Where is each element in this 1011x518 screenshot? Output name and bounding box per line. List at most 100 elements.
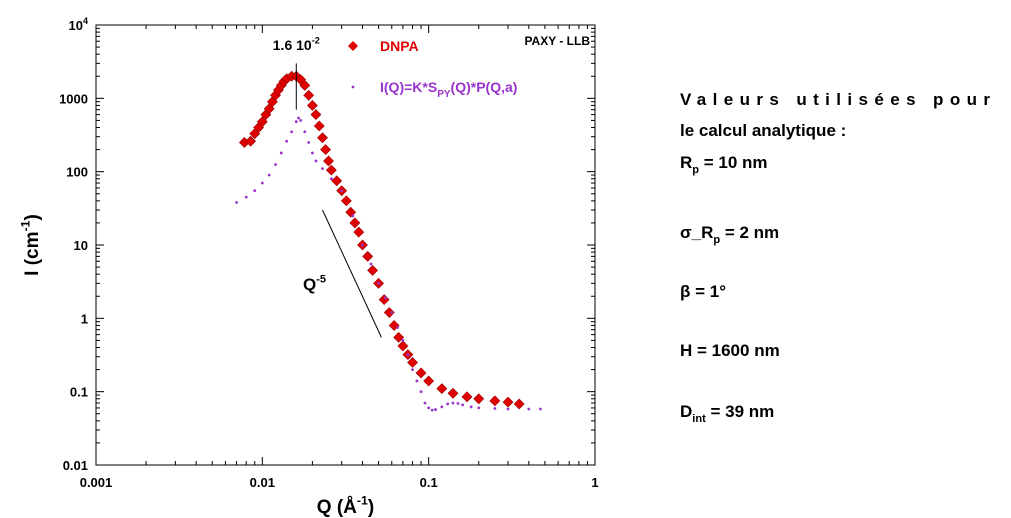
peak-annotation-base: 1.6 10 — [273, 37, 312, 53]
data-point — [340, 189, 344, 193]
x-tick-label: 0.001 — [80, 475, 113, 490]
y-axis-label: I (cm-1) — [18, 214, 43, 276]
legend-name: I(Q)=K*S — [380, 79, 437, 95]
data-point — [415, 367, 427, 379]
legend-end: (Q)*P(Q,a) — [451, 79, 518, 95]
data-point — [294, 120, 298, 124]
slope-annotation: Q-5 — [303, 273, 326, 294]
data-point — [267, 173, 271, 177]
data-point — [539, 407, 542, 411]
data-point — [461, 403, 465, 407]
x-axis-label-sup: -1 — [357, 493, 368, 507]
data-point — [461, 391, 473, 403]
y-tick-exponent: 4 — [83, 16, 88, 26]
data-point — [396, 326, 399, 329]
plot-frame — [95, 24, 596, 466]
data-point — [506, 407, 510, 411]
data-point — [369, 262, 373, 266]
data-point — [489, 395, 501, 407]
data-point — [245, 135, 257, 147]
data-point — [256, 116, 268, 128]
data-point — [446, 402, 450, 406]
data-point — [321, 167, 324, 171]
data-point — [401, 339, 405, 342]
data-point — [353, 226, 365, 238]
y-tick-label: 0.1 — [70, 385, 88, 400]
data-point — [279, 151, 283, 155]
parameter-end: = 10 nm — [699, 153, 768, 172]
parameter: σ_Rp = 2 nm — [680, 223, 779, 246]
x-axis-label-end: ) — [368, 497, 374, 518]
y-tick-label: 1 — [81, 311, 88, 326]
data-point — [323, 155, 334, 167]
data-point — [331, 175, 343, 187]
data-point — [451, 401, 455, 405]
data-point — [306, 100, 318, 111]
data-point — [469, 405, 473, 409]
parameter: Rp = 10 nm — [680, 153, 768, 176]
y-tick-label: 0.01 — [63, 458, 88, 473]
data-point — [415, 379, 419, 383]
data-point — [320, 144, 331, 156]
data-point — [290, 130, 294, 134]
data-point — [473, 393, 485, 405]
parameter: H = 1600 nm — [680, 341, 780, 360]
data-point — [388, 320, 400, 331]
y-tick-label: 100 — [66, 165, 88, 180]
data-point — [378, 294, 390, 306]
data-point — [325, 164, 337, 176]
data-point — [274, 163, 277, 166]
side-heading: le calcul analytique : — [680, 121, 846, 140]
y-tick-base: 10 — [69, 18, 83, 33]
data-point — [427, 406, 431, 410]
data-point — [260, 181, 264, 185]
y-tick-label: 10 — [74, 238, 88, 253]
peak-annotation-sup: -2 — [312, 36, 320, 46]
parameter: β = 1° — [680, 282, 726, 301]
parameter-base: R — [680, 153, 692, 172]
data-point — [362, 250, 374, 262]
legend-marker — [351, 85, 355, 89]
x-axis-label: Q (Å-1) — [317, 493, 374, 518]
data-point — [419, 390, 423, 394]
data-point — [361, 243, 364, 247]
data-point — [349, 217, 361, 229]
parameter-base: β = 1° — [680, 282, 726, 301]
parameter-end: = 39 nm — [706, 402, 775, 421]
legend-label: DNPA — [380, 38, 419, 54]
data-point — [527, 407, 531, 411]
data-point — [407, 357, 418, 368]
data-point — [434, 408, 437, 411]
data-point — [513, 398, 525, 410]
data-point — [377, 281, 380, 285]
parameter: Dint = 39 nm — [680, 402, 774, 425]
data-point — [340, 195, 352, 207]
data-point — [310, 109, 322, 121]
parameter-base: σ_R — [680, 223, 713, 242]
side-heading: Valeurs utilisées pour — [680, 90, 990, 109]
data-point — [303, 89, 315, 101]
parameter-base: D — [680, 402, 692, 421]
data-point — [253, 189, 257, 193]
data-point — [244, 195, 248, 199]
data-point — [456, 402, 460, 405]
data-point — [297, 116, 300, 120]
data-point — [477, 406, 481, 410]
parameter-sub: p — [692, 164, 699, 176]
data-point — [367, 265, 378, 276]
parameter-sub: int — [692, 413, 706, 425]
data-point — [440, 405, 444, 409]
data-point — [406, 353, 410, 357]
data-point — [235, 201, 238, 204]
data-point — [329, 177, 333, 181]
data-point — [397, 340, 409, 352]
data-point — [299, 119, 303, 122]
parameter-end: = 2 nm — [720, 223, 779, 242]
x-tick-label: 0.1 — [420, 475, 438, 490]
data-point — [383, 307, 395, 318]
legend-name: DNPA — [380, 38, 419, 54]
data-point — [299, 79, 311, 91]
x-tick-label: 1 — [591, 475, 598, 490]
data-point — [317, 132, 328, 144]
